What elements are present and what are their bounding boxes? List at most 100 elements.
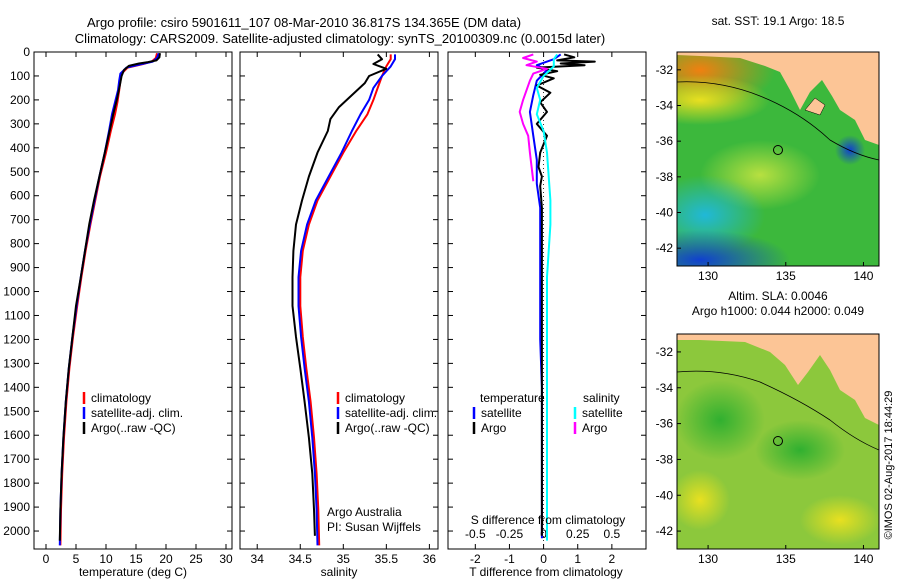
s-difference-label: S difference from climatology [471,513,626,527]
sst-map-field [677,52,879,266]
sal-xtick-label: 34.5 [289,552,313,566]
diff-s-tick-label: 0.5 [604,527,621,541]
temp-xtick-label: 15 [129,552,143,566]
sal-xtick-label: 35 [337,552,351,566]
pi-label: PI: Susan Wijffels [327,520,421,534]
figure-title-line1: Argo profile: csiro 5901611_107 08-Mar-2… [87,15,521,30]
diff-legend-sal-argo-label: Argo [582,421,608,435]
depth-tick-label: 1000 [3,285,30,299]
depth-tick-label: 300 [10,117,30,131]
temp-xtick-label: 30 [219,552,233,566]
map-ytick-label: -34 [656,381,674,395]
diff-s-tick-label: -0.25 [496,527,524,541]
salinity-panel: 34 34.5 35 35.5 36 salinity climatology sate… [239,51,439,579]
salinity-series [291,53,396,546]
sst-map-ticks: 130 135 140 -32 -34 -36 -38 -40 -42 [656,63,874,283]
difference-legend: temperature satellite Argo salinity sate… [472,391,623,435]
map-ytick-label: -42 [656,241,674,255]
depth-tick-label: 800 [10,237,30,251]
altim-map-field [677,334,879,549]
altim-land [677,334,879,425]
diff-series-line-0 [528,53,562,539]
sal-series-line-2 [291,53,388,536]
diff-legend-sal-satellite-label: satellite [582,406,623,420]
salinity-x-ticks: 34 34.5 35 35.5 36 [251,52,437,566]
map-ytick-label: -38 [656,452,674,466]
argo-australia-label: Argo Australia [327,505,402,519]
legend-argo-label: Argo(..raw -QC) [91,421,176,435]
temperature-x-ticks: 0 5 10 15 20 25 30 [43,52,233,566]
altim-map-title: Altim. SLA: 0.0046 [728,289,828,303]
diff-xtick-label: 2 [609,552,616,566]
diff-s-tick-label: 0 [540,527,547,541]
diff-legend-temp-satellite-label: satellite [481,406,522,420]
depth-tick-label: 1100 [4,308,30,322]
temp-xtick-label: 20 [159,552,173,566]
depth-tick-label: 500 [10,165,30,179]
diff-series-line-2 [535,53,559,541]
difference-series [518,53,596,541]
salinity-xlabel: salinity [321,565,358,579]
figure-title-line2: Climatology: CARS2009. Satellite-adjuste… [75,31,605,46]
depth-tick-label: 1200 [3,332,30,346]
diff-series-line-1 [535,53,596,536]
legend-climatology-label: climatology [91,391,151,405]
sal-series-line-0 [299,54,392,546]
salinity-axes-frame [239,51,439,550]
temp-xtick-label: 25 [189,552,203,566]
sal-series-line-1 [297,54,396,546]
depth-tick-label: 400 [10,141,30,155]
temp-series-line-2 [58,53,161,541]
temperature-legend: climatology satellite-adj. clim. Argo(..… [82,391,183,435]
salinity-y-ticks [240,51,438,532]
depth-tick-label: 1500 [3,404,30,418]
diff-s-tick-label: 0.25 [566,527,590,541]
map-xtick-label: 135 [776,269,796,283]
depth-tick-label: 600 [10,189,30,203]
temperature-axes-frame [33,51,233,550]
sal-xtick-label: 35.5 [375,552,399,566]
temp-xtick-label: 10 [99,552,113,566]
map-ytick-label: -32 [656,63,674,77]
sst-island [804,97,826,116]
depth-tick-label: 1600 [3,428,30,442]
map-xtick-label: 135 [776,552,796,566]
sal-legend-argo-label: Argo(..raw -QC) [345,421,430,435]
depth-tick-label: 200 [10,93,30,107]
sal-xtick-label: 36 [423,552,437,566]
depth-tick-label: 900 [10,261,30,275]
sal-legend-satellite-label: satellite-adj. clim. [345,406,437,420]
map-xtick-label: 130 [698,269,718,283]
sst-land [677,52,879,145]
sst-map-frame [676,51,880,267]
diff-legend-temp-argo-label: Argo [481,421,507,435]
temp-xtick-label: 0 [43,552,50,566]
sal-xtick-label: 34 [251,552,265,566]
depth-tick-label: 1300 [3,356,30,370]
map-ytick-label: -40 [656,206,674,220]
difference-y-ticks [448,51,646,532]
sst-map: sat. SST: 19.1 Argo: 18.5 130 135 140 -32 -3… [656,14,880,283]
legend-satellite-label: satellite-adj. clim. [91,406,183,420]
altim-green-patch-1 [677,380,765,460]
diff-legend-salinity-header: salinity [583,391,620,405]
map-ytick-label: -36 [656,134,674,148]
map-xtick-label: 140 [853,269,873,283]
salinity-legend: climatology satellite-adj. clim. Argo(..… [336,391,437,435]
depth-tick-label: 700 [10,213,30,227]
depth-tick-label: 2000 [3,524,30,538]
map-ytick-label: -40 [656,488,674,502]
altim-map-ticks: 130 135 140 -32 -34 -36 -38 -40 -42 [656,345,874,566]
difference-x-ticks: -2 -1 0 1 2 -0.5 -0.25 0 0.25 0.5 [465,52,621,566]
temperature-y-ticks: 0 100 200 300 400 500 600 700 800 900 1000 1100 1200… [3,45,232,538]
depth-tick-label: 1700 [3,452,30,466]
map-ytick-label: -32 [656,345,674,359]
sst-coastal-blue-patch [835,135,865,165]
depth-tick-label: 0 [23,45,30,59]
diff-xtick-label: 1 [574,552,581,566]
altim-green-patch-2 [755,420,845,480]
depth-tick-label: 1900 [3,500,30,514]
altim-map-subtitle: Argo h1000: 0.044 h2000: 0.049 [692,304,864,318]
map-ytick-label: -42 [656,524,674,538]
